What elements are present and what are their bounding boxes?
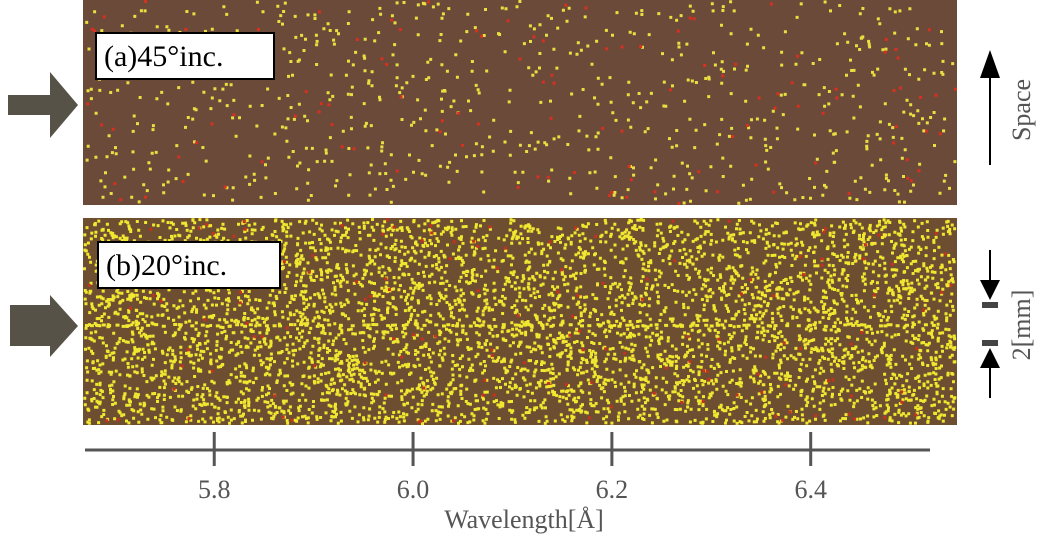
x-tick-label: 6.0 xyxy=(397,475,430,504)
panel-a-image xyxy=(83,0,957,205)
scale-bar xyxy=(982,302,998,308)
scale-label: 2[mm] xyxy=(1007,290,1036,361)
label-box xyxy=(97,241,281,289)
panel-label: (b)20°inc. xyxy=(106,249,227,282)
noise-dots xyxy=(83,218,957,425)
x-tick-label: 6.2 xyxy=(596,475,629,504)
scale-arrowhead xyxy=(980,280,1000,300)
space-label: Space xyxy=(1007,79,1036,141)
noise-dots xyxy=(85,0,957,205)
pointer-arrow xyxy=(8,72,78,138)
space-arrowhead xyxy=(980,50,1000,78)
noise xyxy=(83,0,957,425)
x-tick-label: 5.8 xyxy=(198,475,231,504)
scale-bar xyxy=(982,340,998,346)
pointer-arrow xyxy=(10,295,78,357)
scale-arrowhead xyxy=(980,348,1000,368)
x-axis-label: Wavelength[Å] xyxy=(444,505,604,534)
label-box xyxy=(95,32,275,80)
panel-label: (a)45°inc. xyxy=(104,40,223,73)
x-tick-label: 6.4 xyxy=(794,475,827,504)
